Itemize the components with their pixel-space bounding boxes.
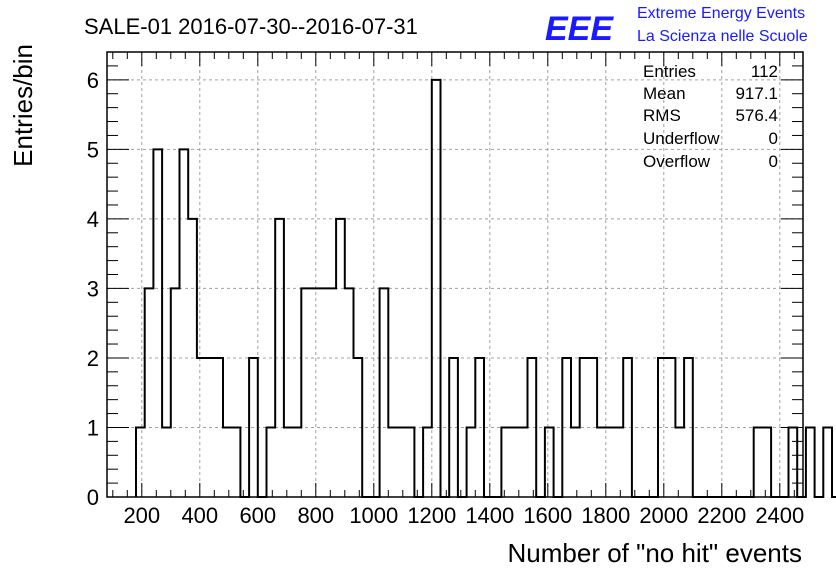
- y-axis-title: Entries/bin: [8, 44, 38, 167]
- histogram-bin: [223, 427, 232, 497]
- x-tick-label: 1000: [349, 503, 398, 528]
- histogram-bin: [188, 219, 197, 497]
- x-tick-label: 1200: [407, 503, 456, 528]
- stats-mean-label: Mean: [643, 84, 686, 103]
- x-tick-label: 1800: [581, 503, 630, 528]
- logo-line-1: Extreme Energy Events: [637, 5, 805, 22]
- y-tick-label: 6: [87, 68, 99, 93]
- stats-mean-value: 917.1: [735, 84, 778, 103]
- histogram-bin: [675, 427, 684, 497]
- x-axis-title: Number of "no hit" events: [508, 538, 803, 568]
- x-tick-label: 2400: [755, 503, 804, 528]
- histogram-bin: [606, 427, 615, 497]
- axes: 200 400 600 800 1000 1200 1400 1600 1800 2000 2200…: [87, 51, 804, 528]
- histogram-bin: [658, 358, 667, 497]
- stats-box: Entries 112 Mean 917.1 RMS 576.4 Underfl…: [643, 62, 778, 171]
- histogram-bin: [667, 358, 676, 497]
- eee-logo: EEE Extreme Energy Events La Scienza nel…: [545, 5, 808, 48]
- stats-entries-value: 112: [751, 62, 778, 81]
- histogram-bin: [406, 427, 415, 497]
- histogram-bin: [501, 427, 510, 497]
- stats-overflow-label: Overflow: [643, 152, 711, 171]
- histogram-bin: [580, 358, 589, 497]
- histogram-bin: [345, 288, 354, 497]
- stats-rms-value: 576.4: [735, 106, 778, 125]
- x-tick-label: 2000: [639, 503, 688, 528]
- x-tick-label: 1400: [465, 503, 514, 528]
- stats-overflow-value: 0: [769, 152, 778, 171]
- histogram-bin: [449, 358, 458, 497]
- y-tick-label: 0: [87, 485, 99, 510]
- x-tick-label: 800: [297, 503, 334, 528]
- y-tick-label: 3: [87, 276, 99, 301]
- histogram-bin: [162, 427, 171, 497]
- logo-line-2: La Scienza nelle Scuole: [637, 28, 808, 45]
- x-tick-label: 2200: [697, 503, 746, 528]
- x-tick-label: 200: [123, 503, 160, 528]
- x-tick-label: 600: [239, 503, 276, 528]
- histogram-bin: [397, 427, 406, 497]
- histogram-bin: [475, 358, 484, 497]
- histogram-bin: [545, 427, 554, 497]
- histogram-bin: [432, 80, 441, 497]
- histogram-bin: [510, 427, 519, 497]
- histogram-bin: [597, 427, 606, 497]
- chart-title: SALE-01 2016-07-30--2016-07-31: [84, 14, 418, 39]
- histogram-bin: [519, 427, 528, 497]
- y-tick-label: 1: [87, 415, 99, 440]
- histogram-bin: [153, 149, 162, 497]
- histogram-bin: [762, 427, 771, 497]
- histogram-bin: [275, 219, 284, 497]
- histogram-bin: [684, 358, 693, 497]
- x-tick-label: 1600: [523, 503, 572, 528]
- histogram-bin: [354, 358, 363, 497]
- y-tick-label: 4: [87, 207, 99, 232]
- histogram-bin: [623, 358, 632, 497]
- histogram-bin: [145, 288, 154, 497]
- stats-underflow-value: 0: [769, 129, 778, 148]
- histogram-bin: [206, 358, 215, 497]
- histogram-bin: [319, 288, 328, 497]
- histogram-bin: [293, 427, 302, 497]
- histogram-bin: [588, 358, 597, 497]
- y-tick-label: 2: [87, 346, 99, 371]
- logo-mark: EEE: [545, 10, 614, 48]
- histogram-bin: [249, 358, 258, 497]
- histogram-bin: [528, 358, 537, 497]
- y-tick-label: 5: [87, 137, 99, 162]
- histogram-bin: [214, 358, 223, 497]
- histogram-bin: [562, 358, 571, 497]
- histogram-bin: [336, 219, 345, 497]
- histogram-bin: [789, 427, 798, 497]
- histogram-bin: [310, 288, 319, 497]
- histogram-bin: [136, 427, 145, 497]
- histogram-bin: [423, 427, 432, 497]
- histogram-bin: [806, 427, 815, 497]
- histogram-bin: [171, 288, 180, 497]
- histogram-bin: [754, 427, 763, 497]
- x-tick-label: 400: [181, 503, 218, 528]
- histogram-bin: [267, 427, 276, 497]
- histogram-bin: [380, 288, 389, 497]
- histogram-bin: [180, 149, 189, 497]
- histogram-bin: [197, 358, 206, 497]
- stats-entries-label: Entries: [643, 62, 696, 81]
- histogram-bin: [571, 427, 580, 497]
- histogram-bin: [232, 427, 241, 497]
- histogram-bin: [284, 427, 293, 497]
- histogram-bin: [823, 427, 832, 497]
- histogram-bin: [301, 288, 310, 497]
- histogram-bin: [388, 427, 397, 497]
- histogram-bin: [467, 427, 476, 497]
- histogram-bin: [327, 288, 336, 497]
- stats-underflow-label: Underflow: [643, 129, 720, 148]
- stats-rms-label: RMS: [643, 106, 681, 125]
- histogram-bin: [615, 427, 624, 497]
